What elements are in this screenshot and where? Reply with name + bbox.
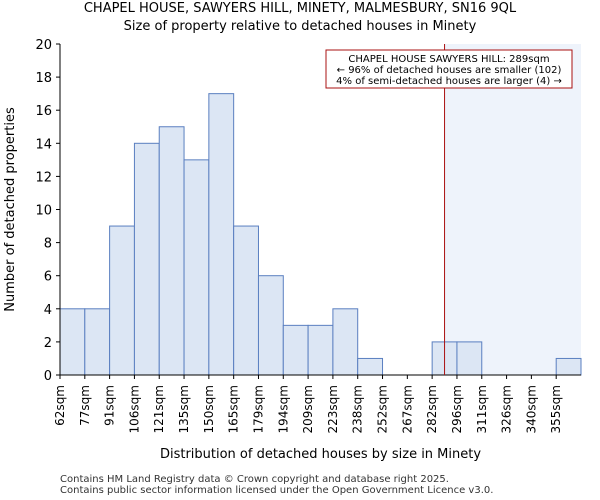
- bar: [84, 308, 111, 376]
- bar: [357, 357, 384, 376]
- y-tick-label: 0: [44, 369, 52, 384]
- x-tick-label: 296sqm: [450, 385, 464, 433]
- x-tick-label: 121sqm: [152, 385, 166, 433]
- y-tick-label: 20: [35, 38, 52, 53]
- annotation-line-1: CHAPEL HOUSE SAWYERS HILL: 289sqm: [348, 54, 549, 65]
- x-tick-label: 355sqm: [549, 385, 563, 433]
- bar: [109, 225, 135, 376]
- x-tick-label: 223sqm: [326, 385, 340, 433]
- x-tick-label: 238sqm: [351, 385, 365, 433]
- bar: [456, 341, 483, 376]
- annotation-line-2: ← 96% of detached houses are smaller (10…: [337, 65, 562, 76]
- bar: [257, 275, 284, 376]
- x-tick-label: 135sqm: [177, 385, 191, 433]
- chart-title-address: CHAPEL HOUSE, SAWYERS HILL, MINETY, MALM…: [83, 1, 517, 16]
- x-tick-label: 267sqm: [400, 385, 414, 433]
- footer-copyright: Contains HM Land Registry data © Crown c…: [60, 474, 449, 485]
- annotation-line-3: 4% of semi-detached houses are larger (4…: [336, 76, 562, 87]
- bar: [208, 93, 235, 376]
- annotation-box: [325, 49, 573, 89]
- x-tick-label: 209sqm: [301, 385, 315, 433]
- bar: [183, 159, 210, 376]
- bar: [307, 324, 334, 376]
- bar: [555, 357, 582, 376]
- x-tick-label: 62sqm: [53, 385, 67, 426]
- y-tick-label: 10: [35, 204, 52, 219]
- x-tick-label: 282sqm: [425, 385, 439, 433]
- x-tick-label: 311sqm: [475, 385, 489, 433]
- y-tick-label: 14: [35, 137, 52, 152]
- y-tick-label: 8: [44, 237, 52, 252]
- y-tick-label: 4: [44, 303, 52, 318]
- bar: [332, 308, 359, 376]
- x-axis-label: Distribution of detached houses by size …: [160, 447, 481, 462]
- y-tick-label: 12: [35, 170, 52, 185]
- bar: [233, 225, 259, 376]
- x-tick-label: 179sqm: [251, 385, 265, 433]
- y-axis-label: Number of detached properties: [3, 107, 18, 312]
- bar: [282, 324, 309, 376]
- y-tick-label: 2: [44, 336, 52, 351]
- y-tick-label: 18: [35, 71, 52, 86]
- x-tick-label: 77sqm: [78, 385, 92, 426]
- footer-licence: Contains public sector information licen…: [60, 485, 494, 496]
- y-tick-label: 6: [44, 270, 52, 285]
- x-tick-label: 252sqm: [376, 385, 390, 433]
- x-tick-label: 340sqm: [524, 385, 538, 433]
- x-tick-label: 194sqm: [276, 385, 290, 433]
- x-tick-label: 91sqm: [103, 385, 117, 426]
- chart-subtitle: Size of property relative to detached ho…: [123, 19, 477, 34]
- y-tick-label: 16: [35, 104, 52, 119]
- bar: [158, 126, 185, 376]
- x-tick-label: 150sqm: [202, 385, 216, 433]
- x-tick-label: 326sqm: [500, 385, 514, 433]
- x-tick-label: 165sqm: [227, 385, 241, 433]
- bar: [59, 308, 86, 376]
- highlight-region: [444, 44, 581, 375]
- bar: [133, 142, 160, 376]
- x-tick-label: 106sqm: [127, 385, 141, 433]
